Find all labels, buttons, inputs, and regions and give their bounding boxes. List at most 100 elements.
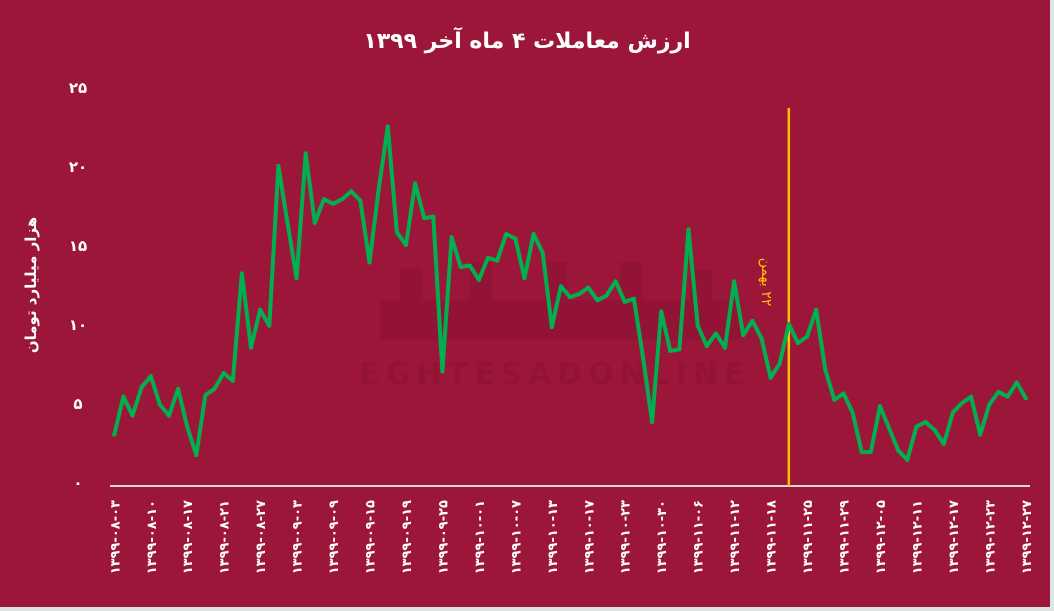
- data-point: [285, 220, 290, 225]
- data-point: [896, 448, 901, 453]
- data-point: [540, 250, 545, 255]
- data-point: [522, 276, 527, 281]
- data-point: [467, 263, 472, 268]
- data-point: [668, 348, 673, 353]
- data-point: [959, 401, 964, 405]
- data-point: [230, 378, 235, 383]
- data-point: [249, 345, 254, 350]
- data-point: [166, 413, 171, 418]
- x-tick-label: ۱۳۹۹-۰۸-۰۳: [108, 500, 123, 574]
- watermark-logo-stroke: [620, 262, 642, 308]
- data-point: [932, 427, 937, 432]
- data-point: [659, 309, 664, 314]
- x-tick-label: ۱۳۹۹-۰۸-۱۷: [181, 500, 196, 574]
- data-point: [850, 410, 855, 415]
- data-point: [969, 394, 974, 399]
- annotation-label: ۲۲ بهمن: [758, 258, 774, 307]
- data-point: [823, 367, 828, 372]
- data-point: [923, 419, 928, 424]
- data-point: [148, 374, 153, 379]
- data-point: [631, 296, 636, 301]
- x-tick-label: ۱۳۹۹-۱۲-۱۱: [910, 500, 925, 574]
- data-point: [157, 402, 162, 407]
- data-point: [185, 424, 190, 429]
- data-point: [1023, 396, 1028, 401]
- data-point: [832, 397, 837, 402]
- data-point: [130, 413, 135, 418]
- data-point: [121, 394, 126, 399]
- data-point: [303, 151, 308, 156]
- data-point: [413, 181, 418, 186]
- data-point: [476, 277, 481, 282]
- data-point: [239, 271, 244, 276]
- data-point: [221, 370, 226, 375]
- data-point: [449, 235, 454, 240]
- data-point: [331, 201, 336, 206]
- data-point: [513, 236, 518, 241]
- x-tick-label: ۱۳۹۹-۰۹-۰۳: [291, 500, 306, 574]
- data-point: [595, 298, 600, 303]
- data-point: [795, 340, 800, 345]
- data-point: [258, 307, 263, 312]
- x-tick-label: ۱۳۹۹-۱۱-۲۵: [801, 500, 816, 574]
- data-point: [394, 230, 399, 235]
- data-point: [458, 265, 463, 270]
- data-point: [732, 279, 737, 284]
- data-point: [613, 279, 618, 284]
- x-tick-label: ۱۳۹۹-۰۸-۲۷: [254, 500, 269, 574]
- data-point: [549, 325, 554, 330]
- data-point: [877, 404, 882, 409]
- data-point: [859, 449, 864, 454]
- x-tick-label: ۱۳۹۹-۱۱-۲۹: [838, 500, 853, 574]
- data-point: [276, 164, 281, 168]
- data-point: [750, 318, 755, 323]
- data-point: [358, 198, 363, 203]
- data-point: [385, 124, 390, 129]
- x-tick-label: ۱۳۹۹-۰۸-۲۱: [218, 500, 233, 574]
- data-point: [212, 386, 217, 391]
- chart-title: ارزش معاملات ۴ ماه آخر ۱۳۹۹: [363, 26, 690, 54]
- x-tick-label: ۱۳۹۹-۱۰-۳۰: [655, 500, 670, 574]
- data-point: [768, 375, 773, 380]
- x-tick-label: ۱۳۹۹-۰۹-۱۵: [364, 500, 379, 574]
- annotation: ۲۲ بهمن: [758, 108, 791, 486]
- data-point: [650, 419, 655, 424]
- data-point: [1005, 394, 1010, 399]
- data-point: [340, 197, 345, 202]
- data-point: [887, 426, 892, 431]
- x-tick-label: ۱۳۹۹-۱۰-۰۷: [509, 500, 524, 574]
- data-point: [950, 410, 955, 415]
- data-point: [440, 369, 445, 374]
- y-tick-label: ۰: [73, 474, 82, 492]
- x-axis-ticks: ۱۳۹۹-۰۸-۰۳ ۱۳۹۹-۰۸-۱۰ ۱۳۹۹-۰۸-۱۷ ۱۳۹۹-۰۸-۲۱…: [108, 500, 1035, 574]
- y-axis-ticks: ۰ ۵ ۱۰ ۱۵ ۲۰ ۲۵: [69, 79, 87, 492]
- data-point: [1014, 380, 1019, 385]
- y-tick-label: ۱۵: [69, 237, 87, 255]
- x-tick-label: ۱۳۹۹-۱۱-۱۲: [728, 500, 743, 574]
- y-axis-label: هزار میلیارد تومان: [22, 217, 40, 353]
- data-point: [905, 457, 910, 462]
- data-point: [604, 293, 609, 298]
- data-point: [640, 355, 645, 360]
- data-point: [841, 391, 846, 396]
- data-point: [431, 214, 436, 219]
- data-point: [112, 432, 117, 437]
- x-tick-label: ۱۳۹۹-۰۹-۲۵: [436, 500, 451, 574]
- data-point: [568, 295, 573, 300]
- x-tick-label: ۱۳۹۹-۱۱-۱۸: [765, 500, 780, 574]
- data-point: [349, 189, 354, 194]
- series-line: [112, 124, 1028, 462]
- data-point: [723, 345, 728, 350]
- data-point: [987, 402, 992, 407]
- series-group: [112, 124, 1028, 462]
- data-point: [686, 227, 691, 232]
- x-tick-label: ۱۳۹۹-۱۰-۰۱: [473, 500, 488, 574]
- data-point: [695, 323, 700, 328]
- data-point: [312, 220, 317, 225]
- data-point: [203, 393, 208, 398]
- data-point: [814, 307, 819, 312]
- data-point: [586, 285, 591, 290]
- data-point: [403, 243, 408, 247]
- data-point: [622, 299, 627, 304]
